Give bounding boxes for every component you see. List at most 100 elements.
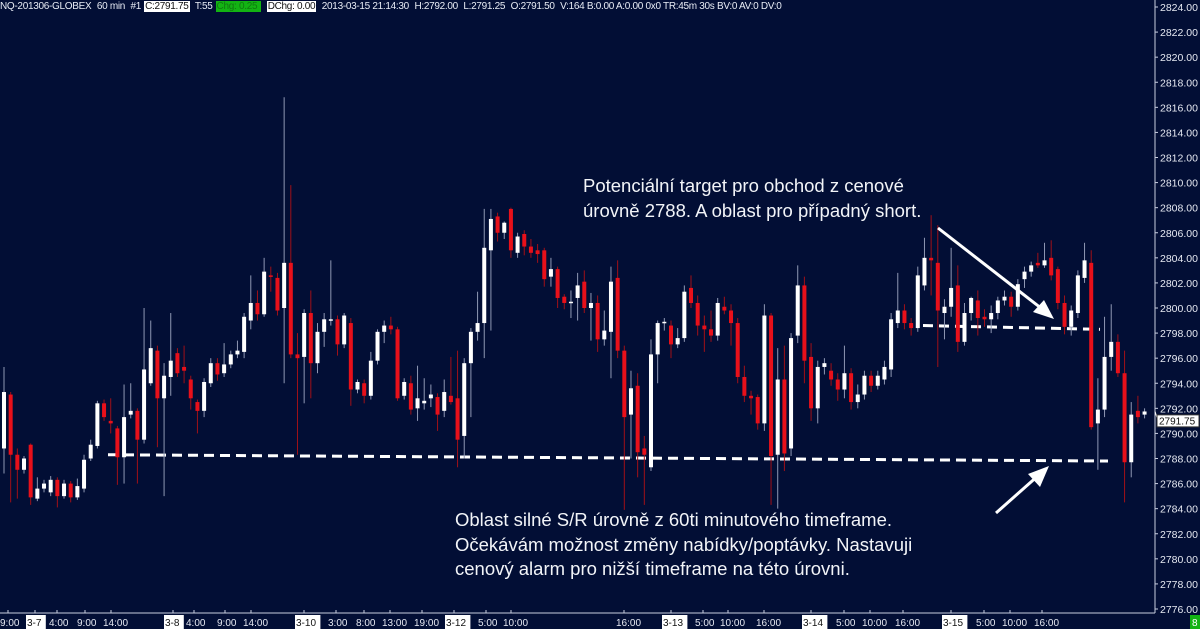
- price-tick-label: 2816.00: [1160, 102, 1198, 114]
- candle: [595, 295, 600, 352]
- candle: [142, 308, 147, 444]
- price-tick-label: 2820.00: [1160, 52, 1198, 64]
- interval-label[interactable]: 60 min: [96, 1, 126, 12]
- symbol-label[interactable]: NQ-201306-GLOBEX: [0, 1, 92, 12]
- candle-body: [328, 319, 333, 321]
- candle-body: [482, 247, 487, 324]
- candle-body: [115, 428, 120, 458]
- candle-body: [142, 369, 147, 440]
- candle-body: [775, 379, 780, 455]
- candle: [48, 476, 53, 497]
- candle-body: [1022, 271, 1027, 280]
- candle-body: [488, 218, 493, 251]
- candle: [422, 378, 427, 410]
- candle-body: [182, 366, 187, 371]
- low-value: L:2791.25: [463, 1, 506, 12]
- candle: [1075, 270, 1080, 319]
- annotation-arrows: [937, 226, 1054, 515]
- candle: [262, 257, 267, 317]
- candle-body: [1049, 257, 1054, 276]
- candle-body: [548, 269, 553, 277]
- candle-body: [155, 350, 160, 399]
- candle-body: [168, 360, 173, 377]
- candle-body: [975, 300, 980, 319]
- time-tick-label: 4:00: [49, 618, 69, 629]
- candle-body: [275, 277, 280, 311]
- candle: [62, 479, 67, 499]
- candle: [282, 97, 287, 384]
- chart-id: #1: [130, 1, 142, 12]
- date-marker-label: 3-12: [446, 618, 466, 629]
- candle-body: [28, 444, 33, 498]
- time-tick-label: 5:00: [695, 618, 715, 629]
- candle: [35, 477, 40, 502]
- candle: [22, 455, 27, 474]
- price-tick-label: 2794.00: [1160, 378, 1198, 390]
- candle: [255, 290, 260, 321]
- candle: [362, 379, 367, 404]
- candle: [842, 345, 847, 399]
- time-tick-label: 16:00: [616, 618, 641, 629]
- candle: [982, 309, 987, 327]
- candle-body: [495, 216, 500, 233]
- candle-body: [922, 257, 927, 286]
- candle: [95, 400, 100, 449]
- time-tick-label: 9:00: [77, 618, 97, 629]
- candle-body: [962, 313, 967, 342]
- candle: [375, 329, 380, 365]
- price-tick-label: 2778.00: [1160, 579, 1198, 591]
- candle: [642, 435, 647, 505]
- candle: [88, 439, 93, 462]
- candle-body: [388, 325, 393, 330]
- candle-body: [689, 287, 694, 303]
- candle: [1029, 261, 1034, 277]
- candle-body: [648, 354, 653, 468]
- candle: [862, 370, 867, 400]
- candle-body: [595, 302, 600, 340]
- candle-body: [242, 316, 247, 352]
- date-marker-box: [662, 615, 688, 629]
- candle-body: [162, 375, 167, 399]
- candle-body: [415, 398, 420, 409]
- candle: [435, 393, 440, 431]
- candle-body: [955, 285, 960, 342]
- candle-body: [1069, 310, 1074, 327]
- candle: [42, 479, 47, 493]
- candle-body: [248, 302, 253, 321]
- price-tick-label: 2790.00: [1160, 428, 1198, 440]
- candle-body: [669, 325, 673, 345]
- candle-body: [869, 375, 874, 386]
- candle-body: [622, 350, 627, 418]
- candle-body: [555, 269, 560, 298]
- candle-body: [949, 287, 954, 307]
- candle-body: [982, 316, 987, 320]
- price-tick-label: 2806.00: [1160, 228, 1198, 240]
- candle-body: [889, 319, 894, 370]
- candle-body: [749, 395, 754, 399]
- candle: [222, 343, 227, 377]
- candle: [902, 304, 907, 330]
- time-tick-label: 16:00: [756, 618, 781, 629]
- candle: [515, 232, 520, 258]
- candle-body: [575, 285, 580, 298]
- change-value: Chg: 0.25: [216, 1, 258, 12]
- price-tick-label: 2780.00: [1160, 554, 1198, 566]
- candle: [835, 373, 840, 401]
- arrow-to-support: [995, 472, 1041, 515]
- candle-body: [1075, 275, 1080, 314]
- candle: [8, 392, 13, 503]
- candle: [662, 318, 667, 331]
- candle: [1122, 350, 1127, 503]
- candle: [148, 320, 153, 386]
- candle: [162, 363, 167, 497]
- chart-header: NQ-201306-GLOBEX 60 min #1 C:2791.75 T:55…: [0, 0, 785, 13]
- candle: [408, 375, 413, 415]
- arrow-to-target: [937, 226, 1047, 314]
- annotation-support: Oblast silné S/R úrovně z 60ti minutovéh…: [455, 508, 912, 582]
- candle-body: [195, 402, 200, 411]
- ticks-value: T:55: [194, 1, 213, 12]
- candle: [502, 221, 507, 240]
- candle: [548, 257, 553, 287]
- candle: [882, 360, 887, 385]
